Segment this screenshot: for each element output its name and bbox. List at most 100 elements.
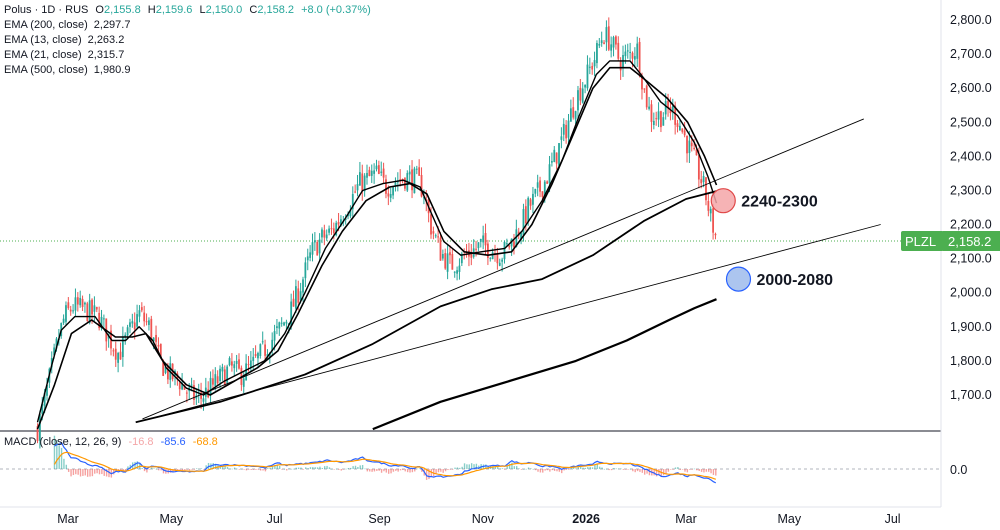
macd-hist-bar <box>309 467 312 469</box>
macd-hist-bar <box>271 466 274 469</box>
macd-hist-bar <box>710 469 712 474</box>
macd-hist-bar <box>546 469 549 471</box>
ema500-legend: EMA (500, close) 1,980.9 <box>4 64 130 76</box>
price-pane[interactable] <box>0 0 942 508</box>
candle-body <box>697 155 700 180</box>
macd-hist-bar <box>188 469 191 471</box>
candle-body <box>193 385 195 400</box>
macd-hist-bar <box>124 469 127 471</box>
macd-hist-bar <box>677 467 679 469</box>
candle-body <box>584 84 586 88</box>
candle-body <box>465 252 468 254</box>
macd-hist-bar <box>561 469 563 474</box>
macd-hist-bar <box>620 468 622 470</box>
macd-hist-bar <box>53 435 56 469</box>
annotation-resistance[interactable]: 2240-2300 <box>710 188 818 214</box>
candle-body <box>588 66 591 68</box>
macd-hist-bar <box>679 469 681 470</box>
candle-body <box>503 241 506 260</box>
candle-body <box>636 43 639 59</box>
ema13-legend: EMA (13, close) 2,263.2 <box>4 34 124 46</box>
macd-hist-bar <box>636 469 639 472</box>
candle-body <box>520 232 522 239</box>
time-axis[interactable]: Mar May Jul Sep Nov 2026 Mar May Jul <box>57 512 900 526</box>
candle-body <box>268 352 271 358</box>
macd-pane[interactable]: 0.0 <box>0 435 967 484</box>
macd-hist-bar <box>615 468 617 470</box>
macd-hist-bar <box>421 469 423 472</box>
candle-body <box>216 376 219 384</box>
macd-hist-bar <box>499 468 501 470</box>
candle-body <box>572 107 575 118</box>
candle-body <box>254 354 257 356</box>
annotation-circle-red[interactable] <box>710 188 736 214</box>
candle-body <box>686 135 688 154</box>
macd-hist-bar <box>447 469 449 471</box>
candle-body <box>408 171 411 175</box>
y-tick-label: 2,800.0 <box>950 13 992 27</box>
macd-hist-bar <box>501 468 504 469</box>
candle-body <box>321 229 323 238</box>
macd-hist-bar <box>82 469 84 476</box>
macd-hist-bar <box>655 469 658 477</box>
candle-body <box>323 230 326 238</box>
macd-hist-bar <box>276 464 278 469</box>
candle-body <box>181 383 184 390</box>
macd-hist-bar <box>643 469 646 475</box>
candle-body <box>652 120 655 125</box>
ema200-legend: EMA (200, close) 2,297.7 <box>4 19 130 31</box>
candle-body <box>133 322 136 330</box>
candle-body <box>368 169 371 177</box>
candle-body <box>458 265 461 272</box>
candle-body <box>238 359 240 369</box>
macd-hist-bar <box>598 466 601 469</box>
annotation-circle-blue[interactable] <box>725 266 752 292</box>
macd-hist-bar <box>226 466 229 469</box>
candle-body <box>565 124 568 139</box>
macd-hist-bar <box>691 469 693 470</box>
candle-body <box>76 297 79 305</box>
candle-body <box>662 117 665 126</box>
candle-body <box>361 173 364 192</box>
macd-hist-bar <box>155 468 158 470</box>
macd-hist-bar <box>461 466 463 469</box>
macd-hist-bar <box>257 469 260 470</box>
candle-body <box>482 235 485 243</box>
y-tick-label: 1,800.0 <box>950 354 992 368</box>
y-tick-label: 2,500.0 <box>950 115 992 129</box>
candle-body <box>226 366 229 383</box>
macd-hist-bar <box>411 469 414 473</box>
candle-body <box>489 257 492 259</box>
macd-hist-bar <box>634 469 636 473</box>
candle-body <box>437 236 440 238</box>
macd-hist-bar <box>456 467 459 469</box>
candle-body <box>543 181 546 198</box>
candle-body <box>707 200 710 211</box>
price-axis[interactable]: 1,700.0 1,800.0 1,900.0 2,000.0 2,100.0 2,200… <box>950 13 992 402</box>
candle-body <box>356 184 359 191</box>
macd-hist-bar <box>84 469 86 476</box>
macd-hist-bar <box>105 469 108 477</box>
macd-hist-bar <box>94 469 96 474</box>
candle-body <box>98 312 101 329</box>
macd-hist-bar <box>582 467 584 469</box>
candle-body <box>396 181 399 183</box>
candle-body <box>603 42 605 44</box>
macd-hist-bar <box>584 467 587 469</box>
macd-hist-bar <box>297 467 300 469</box>
annotation-support[interactable]: 2000-2080 <box>725 266 833 292</box>
candle-body <box>420 175 423 197</box>
candle-body <box>456 270 458 274</box>
candle-body <box>505 243 508 245</box>
candle-body <box>264 344 266 356</box>
candle-body <box>38 414 41 441</box>
candle-body <box>541 191 544 197</box>
candle-body <box>280 322 283 324</box>
badge-value: 2,158.2 <box>948 234 991 249</box>
candle-body <box>605 27 608 43</box>
macd-hist-bar <box>288 468 290 469</box>
macd-hist-bar <box>390 469 392 474</box>
candle-body <box>162 360 165 376</box>
candle-body <box>529 199 532 206</box>
